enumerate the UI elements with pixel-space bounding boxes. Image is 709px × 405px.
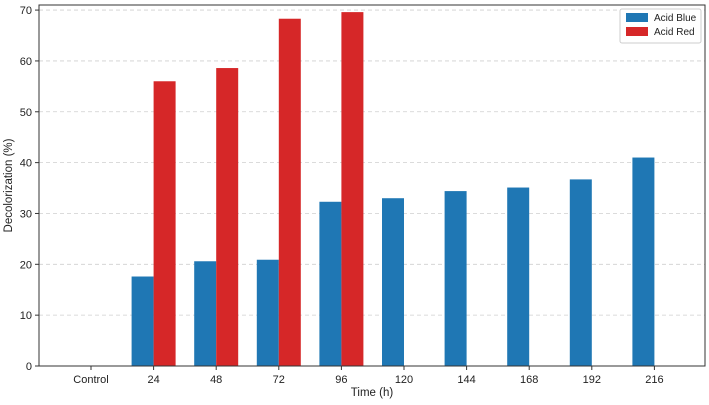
y-axis-label: Decolorization (%) bbox=[3, 138, 15, 232]
x-tick-label: 168 bbox=[520, 374, 538, 386]
legend-swatch-acid-blue bbox=[626, 13, 648, 22]
bar-acid-blue-72 bbox=[256, 259, 279, 366]
axis-ticks: 0 10 20 30 40 50 60 70 Control 24 48 72 96 120 144 168 1… bbox=[20, 5, 664, 386]
bar-acid-blue-216 bbox=[632, 157, 655, 366]
y-tick-label: 20 bbox=[20, 259, 32, 271]
legend: Acid Blue Acid Red bbox=[619, 8, 702, 44]
legend-swatch-acid-red bbox=[626, 27, 648, 36]
plot-frame bbox=[38, 4, 706, 367]
y-tick-label: 10 bbox=[20, 310, 32, 322]
bar-acid-red-72 bbox=[278, 18, 301, 366]
bar-acid-red-96 bbox=[341, 12, 364, 366]
x-tick-label: 192 bbox=[583, 374, 601, 386]
bar-acid-blue-24 bbox=[131, 276, 154, 366]
gridlines bbox=[39, 9, 705, 367]
bar-acid-blue-144 bbox=[444, 191, 467, 366]
bar-acid-blue-48 bbox=[194, 261, 217, 366]
bar-acid-red-48 bbox=[216, 68, 239, 367]
x-tick-label: Control bbox=[73, 374, 108, 386]
bar-acid-red-24 bbox=[153, 81, 176, 366]
y-tick-label: 60 bbox=[20, 56, 32, 68]
y-tick-label: 70 bbox=[20, 5, 32, 17]
bar-acid-blue-120 bbox=[382, 198, 404, 366]
x-tick-label: 48 bbox=[210, 374, 222, 386]
bars bbox=[131, 12, 655, 367]
y-tick-label: 0 bbox=[26, 361, 32, 373]
x-tick-label: 96 bbox=[335, 374, 347, 386]
bar-acid-blue-168 bbox=[507, 187, 530, 366]
x-tick-label: 120 bbox=[395, 374, 413, 386]
bar-acid-blue-96 bbox=[319, 201, 342, 366]
legend-label-acid-red: Acid Red bbox=[654, 27, 695, 38]
x-axis-label: Time (h) bbox=[351, 387, 394, 399]
x-tick-label: 72 bbox=[273, 374, 285, 386]
y-tick-label: 50 bbox=[20, 107, 32, 119]
legend-label-acid-blue: Acid Blue bbox=[654, 13, 697, 24]
y-tick-label: 30 bbox=[20, 208, 32, 220]
x-tick-label: 24 bbox=[147, 374, 159, 386]
x-tick-label: 144 bbox=[457, 374, 475, 386]
y-tick-label: 40 bbox=[20, 158, 32, 170]
bar-acid-blue-192 bbox=[569, 179, 592, 366]
x-tick-label: 216 bbox=[645, 374, 663, 386]
